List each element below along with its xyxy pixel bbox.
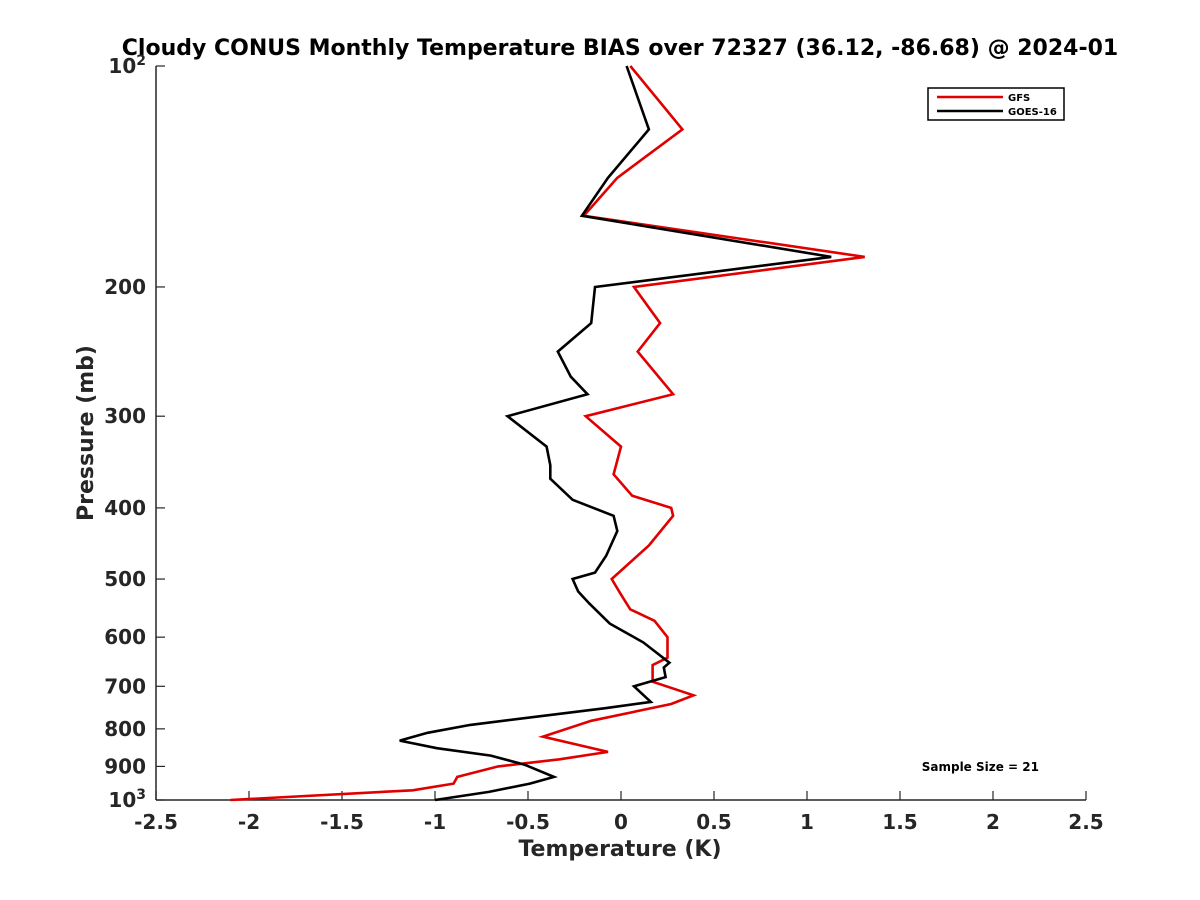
y-tick-label: 500 xyxy=(104,567,146,591)
y-tick-label: 103 xyxy=(108,787,146,812)
x-tick-label: 1 xyxy=(800,810,814,834)
series-line-gfs xyxy=(230,65,865,802)
x-tick-label: -1 xyxy=(424,810,446,834)
plot-area xyxy=(230,65,865,802)
y-tick-label: 600 xyxy=(104,625,146,649)
y-tick-label: 300 xyxy=(104,404,146,428)
legend-label: GOES-16 xyxy=(1008,107,1057,118)
x-axis-title: Temperature (K) xyxy=(518,837,721,862)
y-axis-title: Pressure (mb) xyxy=(74,345,99,521)
x-tick-label: -2 xyxy=(238,810,260,834)
x-tick-label: -0.5 xyxy=(506,810,550,834)
y-tick-label: 102 xyxy=(108,53,146,78)
x-tick-label: 2.5 xyxy=(1068,810,1103,834)
sample-size-annotation: Sample Size = 21 xyxy=(922,760,1039,774)
x-tick-label: 2 xyxy=(986,810,1000,834)
y-tick-label: 900 xyxy=(104,754,146,778)
x-tick-label: 1.5 xyxy=(882,810,917,834)
x-tick-label: 0 xyxy=(614,810,628,834)
y-tick-label: 800 xyxy=(104,717,146,741)
legend-box xyxy=(927,87,1065,121)
y-tick-label: 200 xyxy=(104,275,146,299)
x-tick-label: -2.5 xyxy=(134,810,178,834)
series-line-goes-16 xyxy=(399,65,832,802)
legend-label: GFS xyxy=(1008,93,1030,104)
y-tick-label: 700 xyxy=(104,674,146,698)
x-tick-label: 0.5 xyxy=(696,810,731,834)
x-tick-label: -1.5 xyxy=(320,810,364,834)
axes: -2.5 -2 -1.5 -1 -0.5 0 0.5 1 1.5 2 2.5 102 200 300 400… xyxy=(104,53,1103,834)
chart-title: Cloudy CONUS Monthly Temperature BIAS ov… xyxy=(122,36,1118,61)
legend: GFS GOES-16 xyxy=(927,87,1065,121)
y-tick-label: 400 xyxy=(104,496,146,520)
